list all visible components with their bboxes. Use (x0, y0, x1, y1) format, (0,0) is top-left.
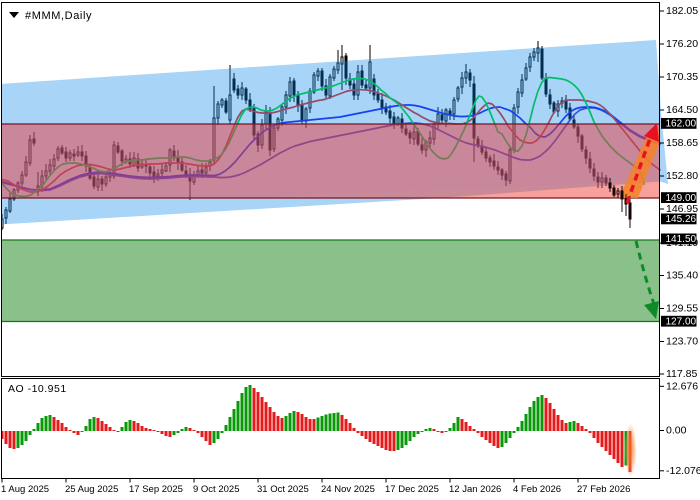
svg-text:152.80: 152.80 (666, 170, 698, 182)
svg-text:1 Aug 2025: 1 Aug 2025 (1, 484, 49, 495)
svg-text:0.00: 0.00 (666, 425, 687, 437)
svg-text:135.40: 135.40 (666, 270, 698, 282)
svg-text:12.676: 12.676 (666, 381, 698, 393)
svg-text:17 Dec 2025: 17 Dec 2025 (385, 484, 439, 495)
svg-text:AO -10.951: AO -10.951 (8, 383, 67, 395)
svg-text:123.70: 123.70 (666, 336, 698, 348)
svg-text:158.65: 158.65 (666, 137, 698, 149)
svg-text:127.00: 127.00 (666, 316, 697, 327)
svg-text:170.35: 170.35 (666, 71, 698, 83)
svg-text:27 Feb 2026: 27 Feb 2026 (577, 484, 630, 495)
svg-text:146.95: 146.95 (666, 203, 698, 215)
svg-text:149.00: 149.00 (666, 193, 697, 204)
svg-text:12 Jan 2026: 12 Jan 2026 (449, 484, 501, 495)
svg-text:164.50: 164.50 (666, 104, 698, 116)
svg-text:182.05: 182.05 (666, 5, 698, 17)
svg-text:31 Oct 2025: 31 Oct 2025 (257, 484, 309, 495)
svg-text:17 Sep 2025: 17 Sep 2025 (129, 484, 183, 495)
svg-text:4 Feb 2026: 4 Feb 2026 (513, 484, 561, 495)
svg-text:141.50: 141.50 (666, 234, 697, 245)
svg-text:9 Oct 2025: 9 Oct 2025 (193, 484, 239, 495)
svg-text:#MMM,Daily: #MMM,Daily (25, 10, 92, 22)
svg-text:24 Nov 2025: 24 Nov 2025 (321, 484, 375, 495)
svg-text:-12.076: -12.076 (666, 465, 700, 477)
svg-text:25 Aug 2025: 25 Aug 2025 (65, 484, 118, 495)
svg-text:162.00: 162.00 (666, 119, 697, 130)
svg-text:145.26: 145.26 (666, 214, 697, 225)
svg-text:117.85: 117.85 (666, 368, 697, 380)
svg-text:176.20: 176.20 (666, 38, 698, 50)
svg-text:129.55: 129.55 (666, 303, 698, 315)
